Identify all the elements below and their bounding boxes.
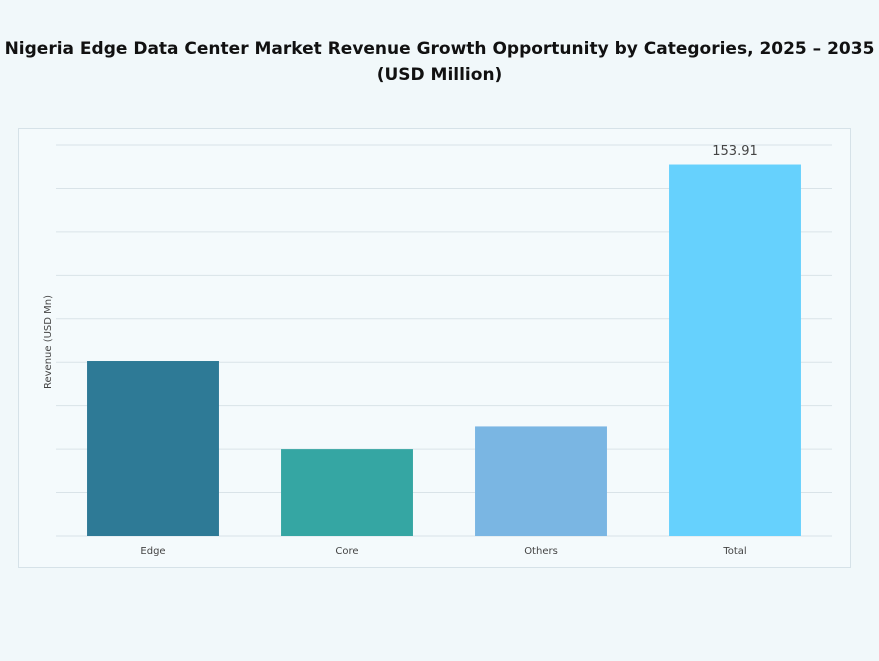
bar — [475, 426, 607, 536]
bar — [669, 164, 801, 536]
data-label: 153.91 — [712, 144, 758, 159]
chart-title: Nigeria Edge Data Center Market Revenue … — [4, 39, 875, 85]
x-tick-label: Edge — [140, 546, 165, 557]
x-tick-label: Others — [524, 546, 558, 557]
y-axis-label: Revenue (USD Mn) — [43, 295, 54, 389]
bar — [87, 361, 219, 536]
bar — [281, 449, 413, 536]
x-tick-label: Total — [722, 546, 746, 557]
x-tick-label: Core — [335, 546, 358, 557]
